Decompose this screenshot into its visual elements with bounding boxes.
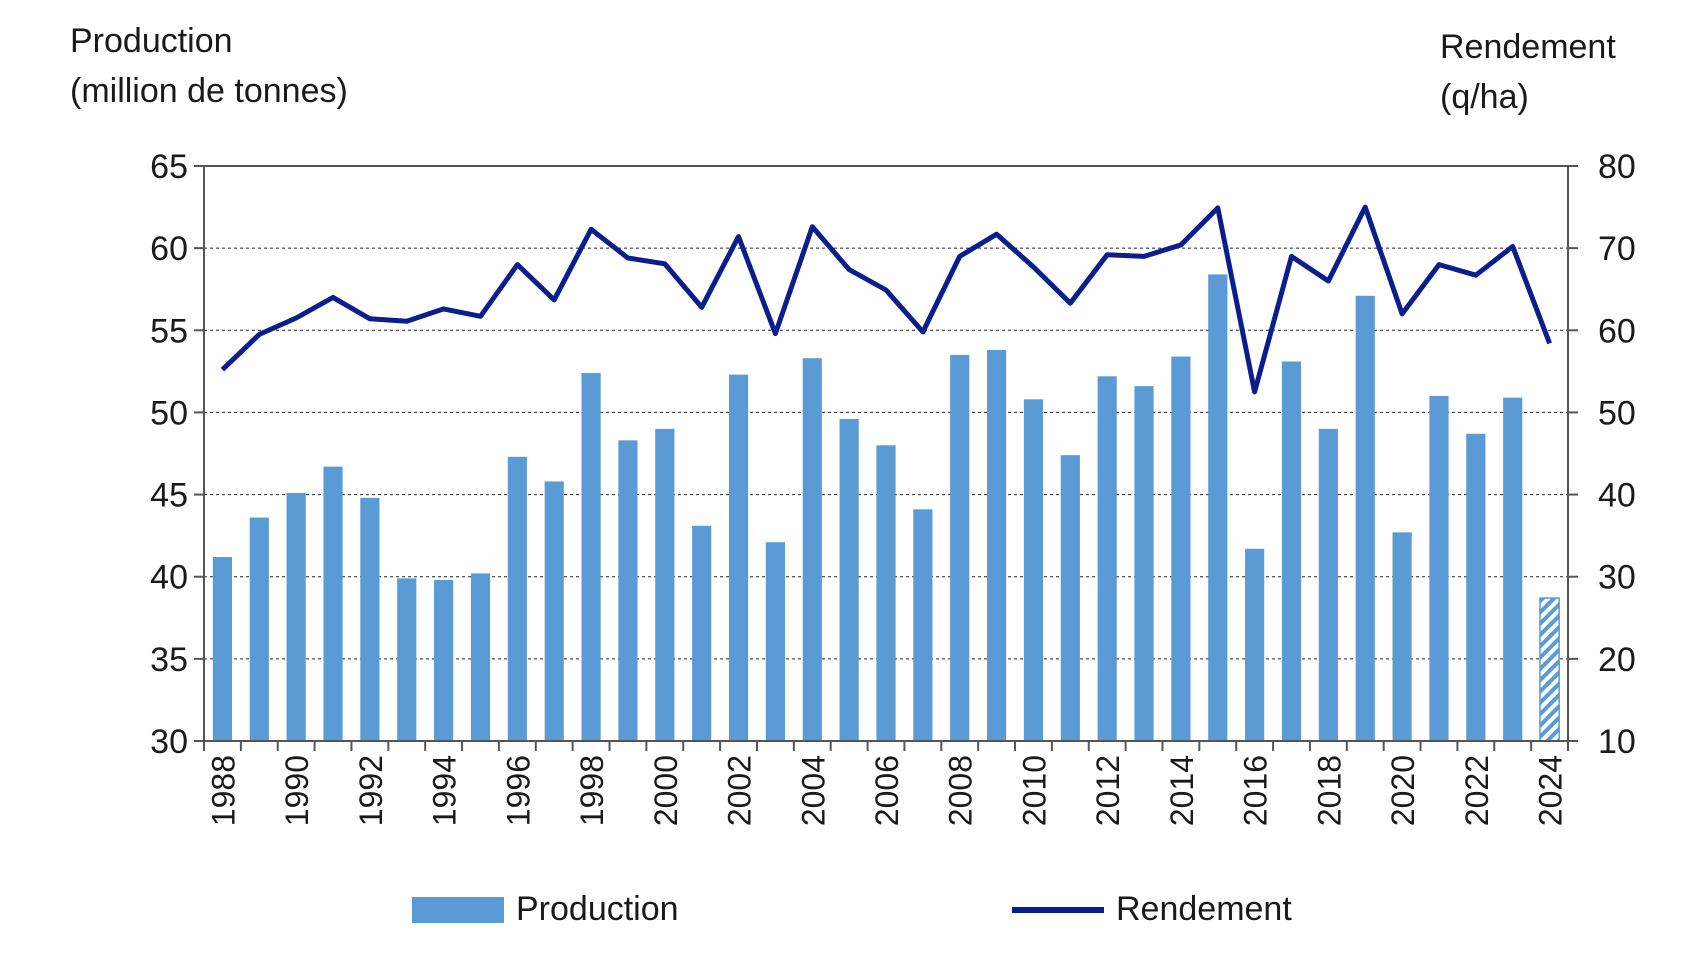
legend-item-rendement: Rendement [1012, 890, 1292, 929]
production-bar [655, 428, 675, 741]
x-tick-label: 2022 [1459, 755, 1495, 826]
production-bar [1171, 356, 1191, 741]
production-bar [802, 358, 822, 741]
production-bar [397, 578, 417, 741]
x-tick-label: 1994 [427, 755, 463, 826]
legend-swatch-production [412, 896, 504, 923]
left-tick-label: 50 [150, 394, 188, 432]
left-tick-label: 40 [150, 559, 188, 597]
x-tick-label: 2010 [1016, 755, 1052, 826]
left-tick-label: 30 [150, 723, 188, 761]
production-bar [950, 354, 970, 741]
production-bar [618, 440, 638, 741]
production-bar [728, 374, 749, 741]
production-bar [1134, 386, 1154, 741]
production-bar [544, 481, 564, 741]
production-bar [1429, 396, 1449, 741]
left-tick-label: 35 [150, 641, 188, 679]
right-tick-label: 80 [1598, 148, 1636, 186]
chart-plot: 30 35 40 45 50 55 60 65 10 20 30 40 50 60 70 80 1988 1990… [150, 148, 1636, 826]
production-bar [1023, 399, 1044, 741]
left-tick-label: 65 [150, 148, 188, 186]
x-tick-label: 2016 [1238, 755, 1274, 826]
production-bar [507, 456, 527, 741]
plot-frame [203, 165, 1569, 742]
x-tick-label: 2008 [943, 755, 979, 826]
x-tick-label: 1996 [500, 755, 536, 826]
production-bar [1060, 455, 1080, 741]
production-bar [1392, 532, 1412, 741]
x-tick-label: 2000 [648, 755, 684, 826]
production-bar [1503, 397, 1523, 741]
production-bar [1466, 433, 1486, 741]
production-bar [1245, 548, 1265, 741]
left-tick-label: 45 [150, 477, 188, 515]
left-tick-label: 60 [150, 230, 188, 268]
legend-label-production: Production [516, 890, 679, 928]
left-axis-title-line2: (million de tonnes) [70, 72, 348, 110]
right-tick-label: 20 [1598, 641, 1636, 679]
right-tick-label: 10 [1598, 723, 1636, 761]
production-bars [212, 274, 1560, 742]
x-tick-label: 2006 [869, 755, 905, 826]
axes: 30 35 40 45 50 55 60 65 10 20 30 40 50 60 70 80 1988 1990… [150, 148, 1636, 826]
production-bar [286, 492, 306, 741]
production-bar [1539, 597, 1560, 742]
x-tick-label: 1998 [574, 755, 610, 826]
right-tick-label: 50 [1598, 394, 1636, 432]
x-tick-label: 2018 [1311, 755, 1347, 826]
legend-swatch-rendement [1012, 906, 1104, 913]
right-axis-title: Rendement (q/ha) [1440, 22, 1616, 122]
production-bar [434, 580, 454, 741]
right-axis-title-line2: (q/ha) [1440, 78, 1529, 116]
production-bar [1355, 295, 1375, 741]
production-bar [765, 542, 785, 741]
production-bar [987, 350, 1007, 741]
right-tick-label: 70 [1598, 230, 1636, 268]
production-bar [1281, 361, 1302, 741]
x-tick-label: 2020 [1385, 755, 1421, 826]
right-axis-title-line1: Rendement [1440, 28, 1616, 66]
production-bar [581, 373, 601, 741]
x-tick-label: 1992 [353, 755, 389, 826]
rendement-line [220, 204, 1552, 395]
right-tick-label: 30 [1598, 559, 1636, 597]
x-tick-label: 1990 [279, 755, 315, 826]
x-tick-label: 2004 [795, 755, 831, 826]
x-tick-label: 2002 [722, 755, 758, 826]
production-bar [876, 445, 896, 741]
production-bar [692, 525, 712, 741]
production-bar [249, 517, 269, 741]
legend-label-rendement: Rendement [1116, 890, 1292, 928]
legend-item-production: Production [412, 890, 679, 929]
left-tick-label: 55 [150, 312, 188, 350]
production-bar [470, 573, 491, 741]
gridlines [204, 247, 1568, 660]
production-bar [360, 497, 380, 741]
x-tick-label: 2012 [1090, 755, 1126, 826]
x-tick-label: 2024 [1533, 755, 1569, 826]
production-bar [1097, 376, 1117, 741]
production-bar [1208, 274, 1228, 741]
left-axis-title-line1: Production [70, 22, 233, 60]
rendement-line-layer [220, 204, 1552, 395]
right-tick-label: 60 [1598, 312, 1636, 350]
production-bar [913, 509, 933, 741]
production-bar [212, 557, 233, 741]
left-axis-title: Production (million de tonnes) [70, 16, 348, 116]
production-bar [1318, 428, 1338, 741]
x-tick-label: 1988 [205, 755, 241, 826]
production-bar [839, 419, 859, 741]
right-tick-label: 40 [1598, 477, 1636, 515]
x-tick-label: 2014 [1164, 755, 1200, 826]
production-bar [323, 466, 343, 741]
